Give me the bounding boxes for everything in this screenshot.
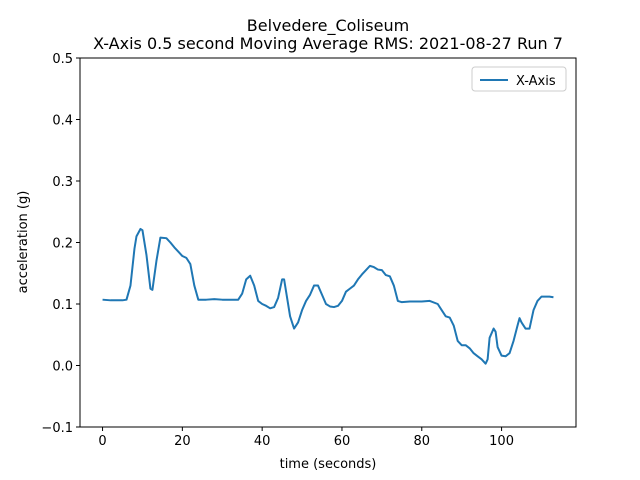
y-tick-label: −0.1 xyxy=(41,421,73,436)
x-tick-label: 0 xyxy=(98,434,106,449)
y-tick-label: 0.0 xyxy=(52,360,73,375)
x-tick-label: 80 xyxy=(413,434,430,449)
x-tick-label: 40 xyxy=(254,434,271,449)
legend-box xyxy=(471,66,567,92)
data-line xyxy=(102,227,554,365)
y-tick-label: 0.5 xyxy=(52,52,73,67)
y-axis-label: acceleration (g) xyxy=(16,191,31,294)
legend-label: X-Axis xyxy=(516,74,556,89)
plot-frame xyxy=(79,57,577,428)
x-tick-label: 60 xyxy=(334,434,351,449)
x-tick-label: 20 xyxy=(174,434,191,449)
y-tick-label: 0.4 xyxy=(52,114,73,129)
y-tick-label: 0.2 xyxy=(52,237,73,252)
y-tick-label: 0.1 xyxy=(52,298,73,313)
chart-subtitle: X-Axis 0.5 second Moving Average RMS: 20… xyxy=(93,34,563,53)
y-tick-label: 0.3 xyxy=(52,175,73,190)
x-axis-label: time (seconds) xyxy=(280,457,377,472)
chart-title: Belvedere_Coliseum xyxy=(247,16,409,36)
x-tick-label: 100 xyxy=(489,434,514,449)
